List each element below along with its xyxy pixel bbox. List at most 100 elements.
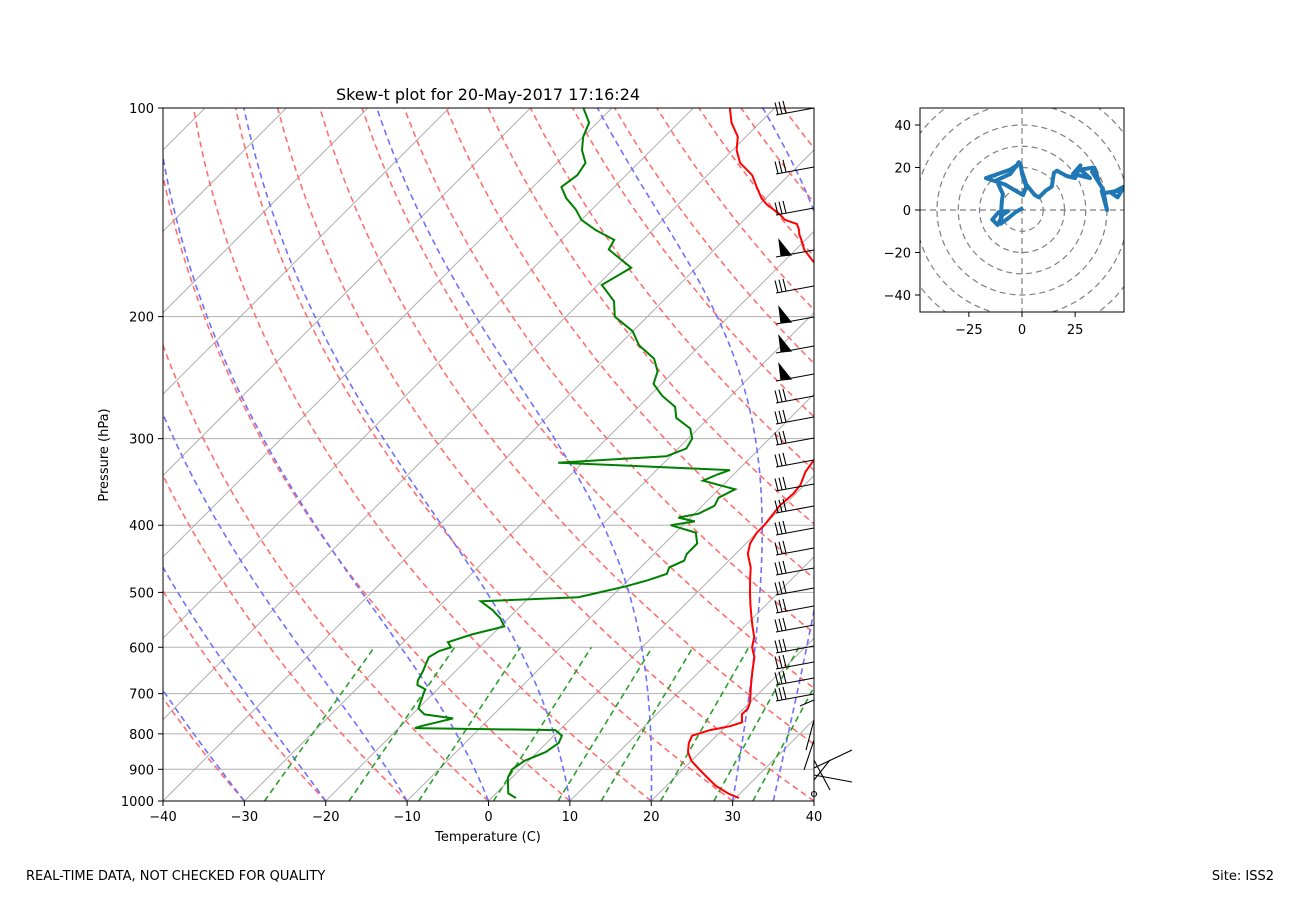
site-label: Site: ISS2	[1211, 869, 1274, 884]
isotherm	[163, 108, 613, 558]
isotherm	[163, 108, 287, 233]
x-tick-label: −10	[393, 810, 420, 825]
mixing-ratio-line	[418, 646, 522, 801]
quality-disclaimer: REAL-TIME DATA, NOT CHECKED FOR QUALITY	[26, 869, 326, 884]
dewpoint-trace	[414, 108, 738, 799]
moist-adiabat	[596, 108, 763, 801]
moist-adiabat	[376, 108, 653, 801]
wind-barb	[774, 520, 815, 536]
hodograph-x-tick-label: 25	[1067, 323, 1084, 338]
wind-barb	[774, 498, 815, 514]
wind-barb	[813, 759, 831, 781]
y-tick-label: 200	[129, 311, 154, 326]
isotherm	[163, 108, 531, 477]
hodograph-trace	[983, 160, 1124, 227]
x-tick-label: 0	[484, 810, 492, 825]
x-tick-label: −30	[231, 810, 258, 825]
wind-barb	[813, 759, 831, 791]
wind-barb	[775, 334, 815, 354]
wind-barb	[805, 719, 815, 751]
wind-barb	[775, 305, 815, 325]
wind-barb	[774, 617, 815, 633]
isotherm	[813, 800, 814, 801]
wind-barb	[774, 409, 815, 425]
moist-adiabat	[243, 108, 571, 801]
mixing-ratio-line	[348, 646, 456, 801]
isotherm	[163, 108, 694, 639]
wind-barb	[803, 739, 815, 771]
skew-t-plot: −40 −30 −20 −10 0 10 20 30 401000900800700600500…	[97, 85, 1300, 845]
wind-barb	[774, 278, 815, 294]
hodograph-y-tick-label: 0	[903, 204, 911, 219]
hodograph-x-tick-label: 0	[1018, 323, 1026, 338]
mixing-ratio-line	[263, 646, 375, 801]
wind-barb	[774, 159, 815, 175]
wind-barb	[775, 238, 815, 258]
x-tick-label: 40	[806, 810, 823, 825]
y-tick-label: 100	[129, 102, 154, 117]
y-tick-label: 700	[129, 688, 154, 703]
dry-adiabat	[740, 108, 814, 204]
wind-barb	[799, 699, 815, 707]
isotherm	[244, 230, 814, 801]
y-tick-label: 1000	[121, 795, 154, 810]
hodograph-y-tick-label: −40	[884, 289, 911, 304]
dry-adiabat	[163, 696, 245, 801]
dry-adiabat	[910, 108, 1300, 801]
y-tick-label: 900	[129, 763, 154, 778]
x-tick-label: −20	[312, 810, 339, 825]
dry-adiabat	[445, 108, 814, 580]
y-tick-label: 400	[129, 519, 154, 534]
dry-adiabat	[319, 108, 814, 746]
y-tick-label: 800	[129, 728, 154, 743]
hodograph-x-tick-label: −25	[955, 323, 982, 338]
wind-barb	[774, 540, 815, 556]
moist-adiabat	[163, 565, 327, 801]
dry-adiabat	[163, 473, 408, 801]
wind-barb	[775, 362, 815, 382]
x-tick-label: 30	[724, 810, 741, 825]
x-tick-label: 10	[562, 810, 579, 825]
x-axis-label: Temperature (C)	[434, 830, 541, 845]
wind-barb	[774, 670, 815, 686]
dry-adiabat	[163, 171, 571, 801]
y-tick-label: 600	[129, 641, 154, 656]
y-tick-label: 300	[129, 433, 154, 448]
isotherm	[488, 474, 814, 801]
x-tick-label: −40	[149, 810, 176, 825]
dry-adiabat	[867, 108, 1300, 801]
wind-barb	[774, 638, 815, 654]
dry-adiabat	[529, 108, 814, 472]
isotherm	[163, 149, 814, 801]
wind-barb	[774, 476, 815, 492]
wind-barb	[774, 452, 815, 468]
dry-adiabat	[361, 108, 814, 690]
wind-barb	[774, 686, 815, 702]
isotherm	[406, 393, 814, 801]
hodograph-y-tick-label: 40	[894, 119, 911, 134]
wind-barb	[774, 560, 815, 576]
isotherm	[163, 108, 450, 395]
dry-adiabat	[571, 108, 814, 418]
chart-title: Skew-t plot for 20-May-2017 17:16:24	[336, 85, 640, 104]
isotherm	[163, 108, 775, 721]
wind-barb	[774, 654, 815, 670]
moist-adiabat	[163, 688, 246, 801]
isotherm	[650, 637, 814, 801]
dry-adiabat	[487, 108, 814, 526]
temperature-trace	[686, 108, 814, 799]
hodograph-y-tick-label: −20	[884, 247, 911, 262]
calm-wind-circle	[810, 790, 818, 798]
y-axis-label: Pressure (hPa)	[97, 408, 112, 501]
wind-barb	[774, 100, 815, 116]
moist-adiabat	[163, 153, 490, 801]
dry-adiabat	[163, 589, 327, 801]
moist-adiabat	[762, 108, 814, 801]
hodograph-y-tick-label: 20	[894, 162, 911, 177]
dry-adiabat	[163, 342, 490, 801]
wind-barb	[774, 200, 815, 216]
dry-adiabat	[403, 108, 814, 634]
wind-barb	[774, 430, 815, 446]
mixing-ratio-line	[557, 646, 653, 801]
